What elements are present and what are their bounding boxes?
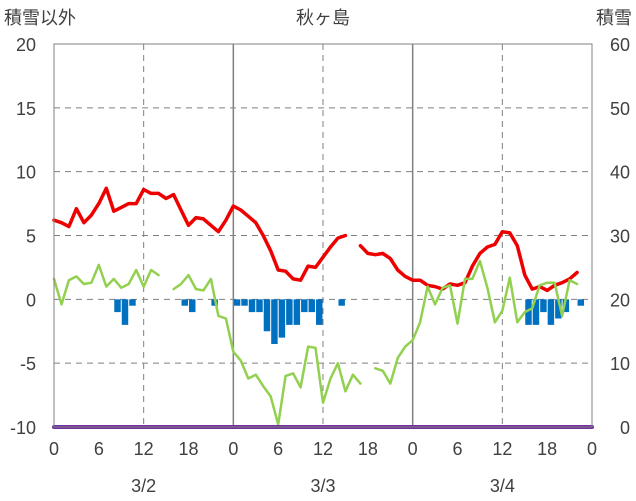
precip-bar [562,299,570,313]
x-date-label: 3/4 [490,476,515,496]
precip-bar [181,299,188,306]
y-right-tick-label: 60 [610,35,630,55]
x-hour-tick-label: 0 [228,439,238,459]
precip-bar [286,299,293,325]
y-right-ticks: 60 50 40 30 20 10 0 [610,35,630,438]
x-hour-tick-label: 0 [587,439,597,459]
y-right-tick-label: 0 [620,418,630,438]
grid-lines [54,44,592,427]
precip-bar [129,299,136,306]
y-left-ticks: 20 15 10 5 0 -5 -10 [10,35,36,438]
x-date-label: 3/3 [310,476,335,496]
y-right-tick-label: 30 [610,227,630,247]
x-hour-tick-label: 6 [94,439,104,459]
y-left-tick-label: 5 [26,227,36,247]
y-right-tick-label: 50 [610,99,630,119]
precip-bar [338,299,345,306]
plot-frame [53,43,593,428]
x-hour-tick-label: 12 [134,439,154,459]
x-hour-ticks: 0 6 12 18 0 6 12 18 0 6 12 18 0 [49,439,597,459]
y-left-tick-label: 15 [16,99,36,119]
precip-bar [577,299,585,306]
precip-bar [233,299,241,306]
precip-bar [316,299,323,325]
precip-bar [555,299,562,319]
temperature-line [52,186,579,293]
precip-bar [308,299,316,313]
y-right-tick-label: 10 [610,354,630,374]
precip-bar [547,299,555,325]
y-left-tick-label: 0 [26,290,36,310]
precip-bar [301,299,308,313]
x-hour-tick-label: 6 [452,439,462,459]
chart-title: 秋ヶ島 [296,8,350,29]
precip-bar [121,299,129,325]
y-right-tick-label: 20 [610,290,630,310]
x-date-labels: 3/2 3/3 3/4 [131,476,515,496]
x-hour-tick-label: 18 [537,439,557,459]
y-left-tick-label: 20 [16,35,36,55]
precip-bar [271,299,278,345]
precip-bar [189,299,196,313]
precip-bar [256,299,263,313]
x-date-label: 3/2 [131,476,156,496]
precip-bars [114,299,585,345]
x-hour-tick-label: 18 [358,439,378,459]
precip-bar [278,299,286,338]
x-hour-tick-label: 12 [313,439,333,459]
x-hour-tick-label: 18 [178,439,198,459]
x-hour-tick-label: 12 [492,439,512,459]
precip-bar [293,299,301,325]
y-right-axis-label: 積雪 [596,8,632,29]
precip-bar [114,299,121,313]
precip-bar [241,299,248,306]
precip-bar [532,299,540,325]
precip-bar [263,299,271,332]
precip-bar [248,299,256,313]
x-hour-tick-label: 0 [408,439,418,459]
y-left-tick-label: -5 [20,354,36,374]
x-hour-tick-label: 6 [273,439,283,459]
precip-bar [540,299,547,313]
y-left-tick-label: 10 [16,163,36,183]
y-left-tick-label: -10 [10,418,36,438]
precip-bar [525,299,532,325]
y-right-tick-label: 40 [610,163,630,183]
y-left-axis-label: 積雪以外 [4,8,76,29]
x-hour-tick-label: 0 [49,439,59,459]
secondary-line [52,259,579,426]
